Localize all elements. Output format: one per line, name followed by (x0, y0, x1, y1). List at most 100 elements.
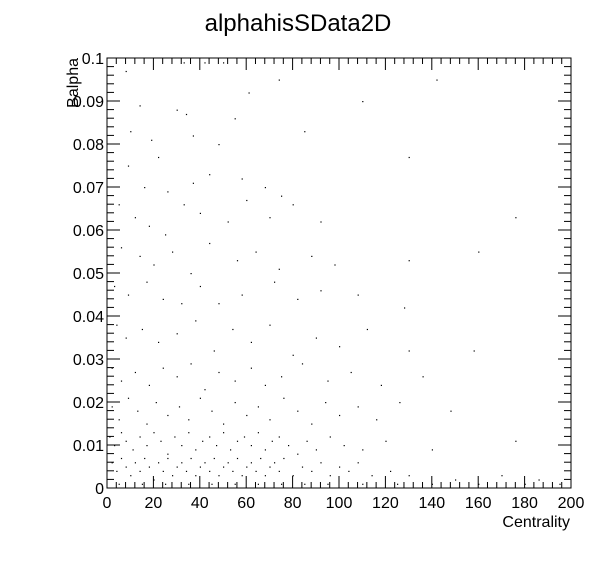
data-point (158, 156, 160, 159)
data-point (339, 414, 341, 417)
data-point (376, 419, 378, 421)
data-point (478, 251, 480, 253)
data-point (218, 475, 220, 477)
x-tick-label: 140 (418, 495, 445, 512)
data-point (357, 294, 359, 296)
data-point (181, 303, 183, 305)
data-point (116, 470, 118, 472)
data-point (162, 367, 164, 369)
data-point (501, 475, 503, 477)
data-point (141, 328, 143, 331)
data-point (329, 436, 331, 438)
x-tick-label: 100 (326, 495, 353, 512)
data-point (250, 367, 252, 369)
y-axis-label: Balpha (65, 58, 82, 108)
data-point (139, 436, 141, 438)
data-point (204, 462, 206, 464)
data-point (130, 131, 132, 133)
data-point (185, 470, 188, 472)
x-tick-label: 160 (465, 495, 492, 512)
data-point (176, 466, 178, 468)
y-tick-label: 0.08 (73, 137, 104, 154)
data-point (315, 449, 317, 451)
data-point (329, 475, 331, 477)
data-point (257, 406, 259, 408)
data-point (120, 380, 123, 382)
data-point (211, 410, 213, 412)
data-point (139, 105, 141, 107)
data-point (151, 139, 153, 141)
data-point (195, 320, 197, 322)
data-point (397, 483, 399, 485)
data-point (209, 436, 211, 438)
data-point (404, 307, 406, 309)
x-tick-label: 0 (103, 495, 112, 512)
data-point (292, 204, 294, 206)
data-point (167, 191, 169, 193)
data-point (109, 436, 111, 438)
data-point (248, 92, 250, 94)
data-point (243, 436, 246, 438)
data-point (269, 324, 271, 326)
data-point (264, 187, 266, 189)
data-point (227, 462, 229, 464)
data-point (315, 337, 317, 339)
data-point (213, 350, 215, 352)
data-point (153, 479, 155, 481)
x-tick-label: 40 (191, 495, 209, 512)
data-point (209, 242, 211, 245)
data-point (118, 204, 120, 206)
data-point (281, 483, 283, 485)
data-point (162, 470, 164, 472)
data-point (165, 234, 167, 236)
data-point (304, 131, 306, 133)
data-point (274, 281, 276, 283)
data-point (227, 221, 229, 223)
data-point (408, 260, 410, 262)
data-point (350, 371, 352, 374)
data-point (199, 212, 201, 214)
data-point (455, 479, 457, 481)
data-point (271, 440, 273, 442)
data-point (380, 384, 382, 386)
data-point (183, 204, 185, 206)
data-point (134, 462, 136, 464)
x-tick-label: 180 (511, 495, 538, 512)
data-point (320, 221, 322, 223)
data-point (234, 118, 236, 120)
data-point (218, 371, 220, 374)
data-point (257, 483, 259, 485)
data-point (515, 217, 517, 219)
data-point (211, 483, 213, 485)
y-tick-label: 0.1 (82, 51, 104, 68)
data-point (153, 432, 155, 434)
data-point (195, 475, 197, 477)
data-point (362, 483, 364, 485)
data-point (148, 384, 150, 386)
data-point (144, 457, 146, 460)
data-point (524, 483, 526, 485)
y-tick-label: 0.03 (73, 352, 104, 369)
data-point (158, 462, 160, 464)
data-point (327, 483, 329, 485)
data-point (408, 475, 410, 477)
x-axis-label: Centrality (502, 514, 570, 531)
data-point (146, 445, 148, 447)
data-point (132, 449, 134, 451)
data-point (371, 475, 373, 477)
data-point (339, 346, 341, 348)
data-point (181, 445, 183, 447)
data-point (255, 470, 257, 472)
data-point (281, 195, 283, 197)
x-tick-label: 200 (558, 495, 585, 512)
data-point (167, 457, 169, 460)
y-tick-label: 0.09 (73, 94, 104, 111)
data-point (260, 457, 262, 460)
data-point (134, 217, 136, 219)
data-point (348, 470, 350, 472)
data-point (192, 182, 194, 184)
data-point (174, 436, 176, 438)
y-tick-label: 0.04 (73, 309, 104, 326)
y-tick-label: 0.02 (73, 395, 104, 412)
